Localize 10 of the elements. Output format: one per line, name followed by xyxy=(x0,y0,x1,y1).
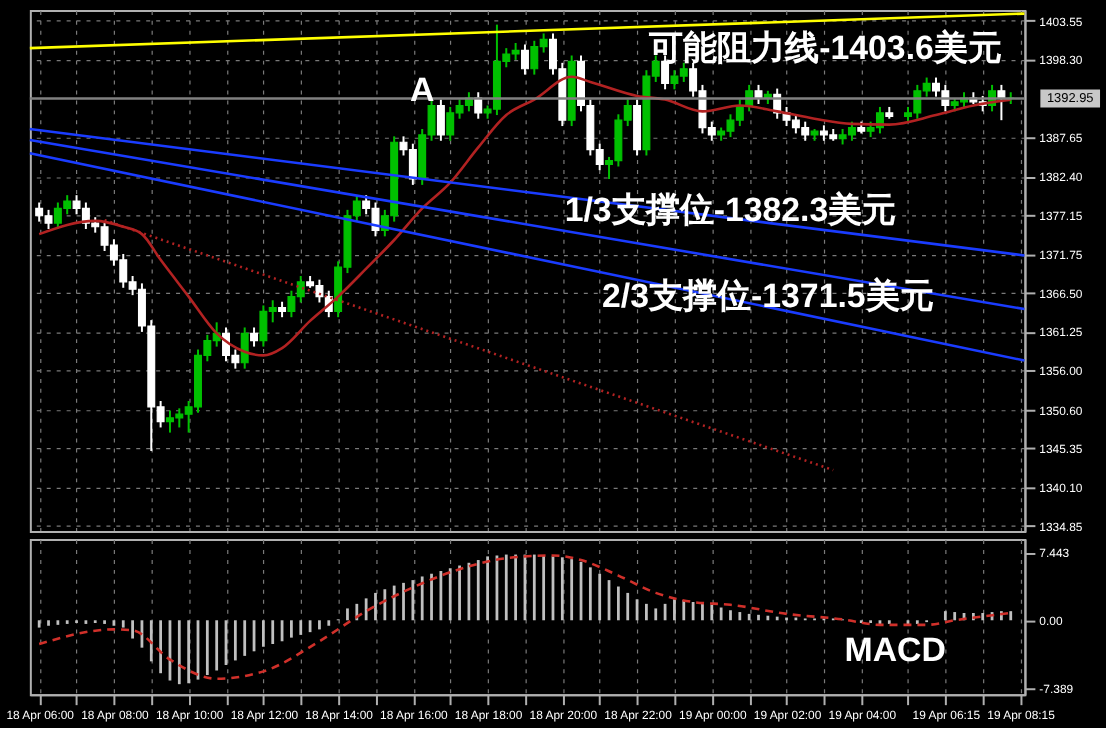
candlestick xyxy=(436,98,445,142)
candlestick xyxy=(847,120,856,142)
candlestick xyxy=(754,83,763,106)
candlestick xyxy=(250,326,259,348)
candlestick xyxy=(240,326,249,370)
candlestick xyxy=(633,98,642,157)
annotation: 可能阻力线-1403.6美元 xyxy=(647,28,1002,67)
candlestick xyxy=(520,43,529,76)
annotation: A xyxy=(410,70,435,109)
annotation: MACD xyxy=(844,630,946,669)
